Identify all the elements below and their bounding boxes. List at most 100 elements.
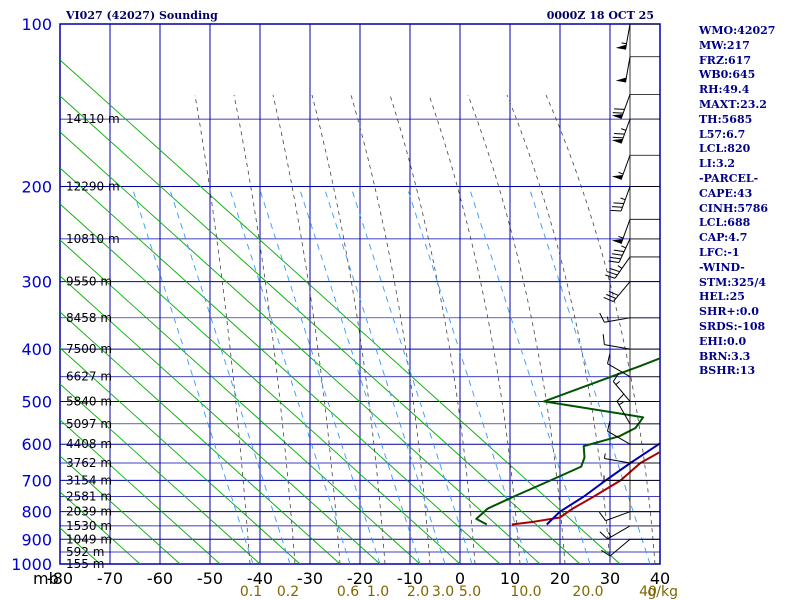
wind-barb [608,238,660,263]
wind-barb [611,154,660,180]
grid-lines [59,23,661,565]
adiabat-lines [0,35,656,564]
height-label: 5097 m [66,417,112,431]
index-line: MAXT:23.2 [699,97,767,111]
height-label: 2039 m [66,505,112,519]
wind-barb [603,453,660,464]
temperature-tick-label: 0 [455,569,465,588]
dry-adiabat [60,455,181,564]
wind-barb [603,475,660,481]
index-line: RH:49.4 [699,83,750,97]
dry-adiabat [60,419,221,564]
wind-barb [610,186,660,212]
temperature-tick-label: -80 [47,569,73,588]
index-line: SHR+:0.0 [699,305,759,319]
pressure-tick-label: 400 [21,340,52,359]
pressure-tick-label: 600 [21,435,52,454]
wind-barb [599,312,660,323]
index-line: LI:3.2 [699,157,736,171]
height-label: 4408 m [66,437,112,451]
pressure-tick-label: 100 [21,15,52,34]
indices-panel: WMO:42027 MW:217 FRZ:617 WB0:645 RH:49.4 MAXT… [699,24,799,379]
moist-adiabat [506,94,611,564]
height-label: 12290 m [66,180,120,194]
index-line: LCL:820 [699,142,751,156]
height-label: 1530 m [66,519,112,533]
height-label: 10810 m [66,232,120,246]
index-line: WB0:645 [699,68,756,82]
dry-adiabat [60,167,501,564]
temperature-tick-label: 40 [650,569,670,588]
dry-adiabat [0,35,20,564]
height-label: 592 m [66,545,104,559]
wind-barb [611,218,660,244]
index-line: -PARCEL- [699,171,759,185]
wind-barb [606,420,660,445]
dry-adiabat [60,311,341,564]
moist-adiabat [272,94,341,564]
index-line: TH:5685 [699,112,753,126]
temperature-tick-label: 10 [500,569,520,588]
mixing-ratio-label: 10.0 [510,584,541,600]
height-label: 155 m [66,557,104,571]
height-label: 9550 m [66,275,112,289]
index-line: EHI:0.0 [699,334,747,348]
moist-adiabat [467,94,566,564]
pressure-tick-label: 500 [21,392,52,411]
index-line: -WIND- [699,260,745,274]
moist-adiabat [350,94,431,564]
dry-adiabat [60,275,381,564]
height-label: 6627 m [66,370,112,384]
wind-barb [601,538,660,557]
height-label: 14110 m [66,112,120,126]
mixing-ratio-label: 20.0 [572,584,603,600]
moist-adiabat [233,94,296,564]
wind-barb [611,118,660,144]
index-line: BSHR:13 [699,364,756,378]
pressure-tick-label: 300 [21,273,52,292]
mixing-ratio-label: 2.0 [407,584,429,600]
wind-barb [603,281,660,303]
mixing-ratio-label: 0.1 [240,584,262,600]
index-line: MW:217 [699,38,750,52]
wind-barb [598,511,660,522]
index-line: STM:325/4 [699,275,766,289]
index-line: LFC:-1 [699,245,740,259]
height-label: 8458 m [66,311,112,325]
temperature-profile-line [511,450,660,526]
wind-barb-column [598,23,660,557]
temperature-tick-label: -50 [197,569,223,588]
dry-adiabat [60,347,301,564]
wind-barb [616,393,660,425]
temperature-tick-label: -30 [297,569,323,588]
height-label: 3154 m [66,473,112,487]
temperature-tick-label: -10 [397,569,423,588]
index-line: BRN:3.3 [699,349,751,363]
temperature-tick-label: 30 [600,569,620,588]
height-label: 3762 m [66,456,112,470]
pressure-tick-label: 1000 [11,555,52,574]
parcel-profile-line [546,442,660,526]
mixing-ratio-unit: g/kg [647,584,678,600]
wind-barb [612,372,660,402]
station-title: VI027 (42027) Sounding [65,9,218,22]
pressure-unit-label: mb [33,569,59,588]
moist-adiabat [389,94,476,564]
height-label: 1049 m [66,532,112,546]
mixing-ratio-label: 5.0 [459,584,481,600]
index-line: SRDS:-108 [699,319,766,333]
plot-frame [59,23,661,565]
wind-barb [599,525,660,540]
wind-barb [611,93,660,119]
moist-adiabat [194,94,251,564]
wind-barb [602,334,660,350]
mixing-ratio-label: 0.6 [337,584,359,600]
index-line: WMO:42027 [699,24,776,37]
dry-adiabat [60,59,621,564]
index-line: FRZ:617 [699,53,752,67]
pressure-tick-label: 700 [21,471,52,490]
dry-adiabat [60,95,581,564]
wind-barb [606,353,660,378]
temperature-tick-label: -70 [97,569,123,588]
